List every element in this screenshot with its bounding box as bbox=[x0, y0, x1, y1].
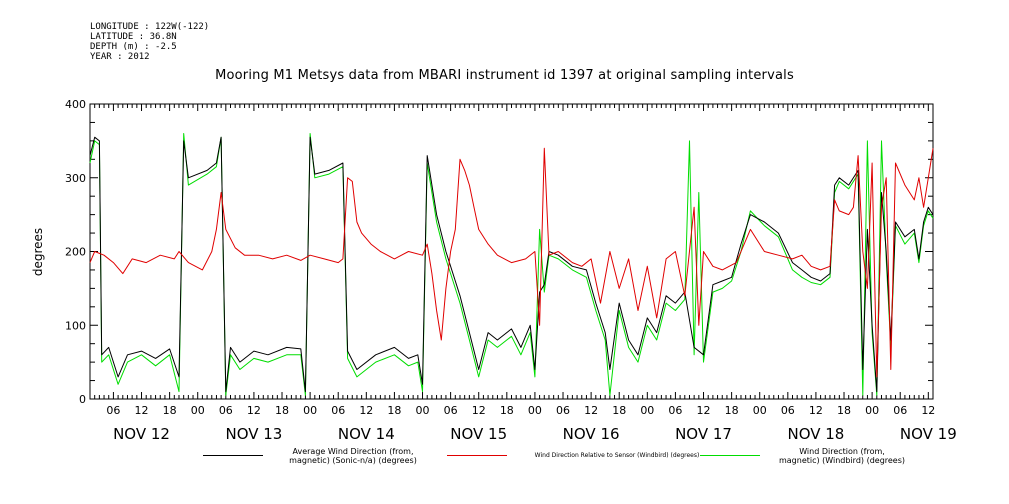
depth-text: DEPTH (m) : -2.5 bbox=[90, 42, 177, 52]
legend-label-windbird: Wind Direction (from, magnetic) (Windbir… bbox=[762, 447, 922, 465]
year-text: YEAR : 2012 bbox=[90, 52, 150, 62]
x-tick-label: 00 bbox=[753, 404, 767, 417]
axes: 0 100 200 300 400 06 12 18 00 06 12 18 00 06 12 18 00 06 1… bbox=[65, 98, 957, 443]
x-tick-label: 18 bbox=[387, 404, 401, 417]
x-tick-label: 18 bbox=[837, 404, 851, 417]
x-tick-label: 18 bbox=[500, 404, 514, 417]
x-day-label: NOV 18 bbox=[787, 425, 844, 443]
x-day-label: NOV 16 bbox=[563, 425, 620, 443]
x-tick-label: 18 bbox=[163, 404, 177, 417]
y-axis-label: degrees bbox=[31, 228, 45, 276]
x-tick-label: 12 bbox=[135, 404, 149, 417]
x-tick-label: 06 bbox=[893, 404, 907, 417]
x-tick-label: 18 bbox=[725, 404, 739, 417]
legend-label-relative: Wind Direction Relative to Sensor (Windb… bbox=[512, 451, 722, 460]
x-tick-label: 12 bbox=[809, 404, 823, 417]
x-tick-label: 12 bbox=[247, 404, 261, 417]
y-tick-label: 100 bbox=[65, 319, 86, 332]
x-tick-label: 18 bbox=[275, 404, 289, 417]
legend-label-windbird-line2: magnetic) (Windbird) (degrees) bbox=[778, 456, 906, 465]
x-tick-label: 06 bbox=[444, 404, 458, 417]
x-tick-label: 06 bbox=[556, 404, 570, 417]
x-tick-label: 12 bbox=[921, 404, 935, 417]
x-tick-label: 00 bbox=[865, 404, 879, 417]
y-tick-label: 200 bbox=[65, 246, 86, 259]
y-tick-label: 300 bbox=[65, 172, 86, 185]
legend-label-windbird-line1: Wind Direction (from, bbox=[799, 447, 885, 456]
series-lines bbox=[89, 133, 934, 396]
x-tick-label: 18 bbox=[612, 404, 626, 417]
x-tick-label: 12 bbox=[359, 404, 373, 417]
x-tick-label: 12 bbox=[472, 404, 486, 417]
legend-swatch-average bbox=[203, 455, 263, 456]
x-tick-label: 06 bbox=[106, 404, 120, 417]
x-day-label: NOV 19 bbox=[900, 425, 957, 443]
series-line bbox=[89, 136, 934, 393]
legend-swatch-windbird bbox=[700, 455, 760, 456]
x-tick-label: 12 bbox=[584, 404, 598, 417]
x-tick-label: 00 bbox=[640, 404, 654, 417]
plot-frame bbox=[89, 103, 934, 400]
legend-label-average-line1: Average Wind Direction (from, bbox=[292, 447, 414, 456]
x-tick-label: 00 bbox=[191, 404, 205, 417]
y-tick-label: 0 bbox=[79, 393, 86, 406]
x-day-label: NOV 13 bbox=[225, 425, 282, 443]
x-tick-label: 06 bbox=[668, 404, 682, 417]
x-day-label: NOV 15 bbox=[450, 425, 507, 443]
legend-swatch-relative bbox=[447, 455, 507, 456]
x-day-label: NOV 17 bbox=[675, 425, 732, 443]
series-line bbox=[89, 147, 934, 378]
legend-label-average-line2: magnetic) (Sonic-n/a) (degrees) bbox=[289, 456, 417, 465]
x-tick-label: 06 bbox=[781, 404, 795, 417]
x-tick-label: 00 bbox=[416, 404, 430, 417]
metadata-block: LONGITUDE : 122W(-122) LATITUDE : 36.8N … bbox=[90, 22, 209, 62]
x-tick-label: 12 bbox=[697, 404, 711, 417]
x-tick-label: 06 bbox=[331, 404, 345, 417]
legend-label-average: Average Wind Direction (from, magnetic) … bbox=[268, 447, 438, 465]
series-line bbox=[89, 133, 934, 396]
x-tick-label: 06 bbox=[219, 404, 233, 417]
legend-label-relative-line1: Wind Direction Relative to Sensor (Windb… bbox=[534, 452, 700, 459]
chart-title: Mooring M1 Metsys data from MBARI instru… bbox=[215, 68, 794, 83]
x-tick-label: 00 bbox=[528, 404, 542, 417]
y-tick-label: 400 bbox=[65, 98, 86, 111]
x-day-label: NOV 12 bbox=[113, 425, 170, 443]
x-tick-label: 00 bbox=[303, 404, 317, 417]
x-day-label: NOV 14 bbox=[338, 425, 395, 443]
longitude-text: LONGITUDE : 122W(-122) bbox=[90, 22, 210, 32]
latitude-text: LATITUDE : 36.8N bbox=[90, 32, 177, 42]
